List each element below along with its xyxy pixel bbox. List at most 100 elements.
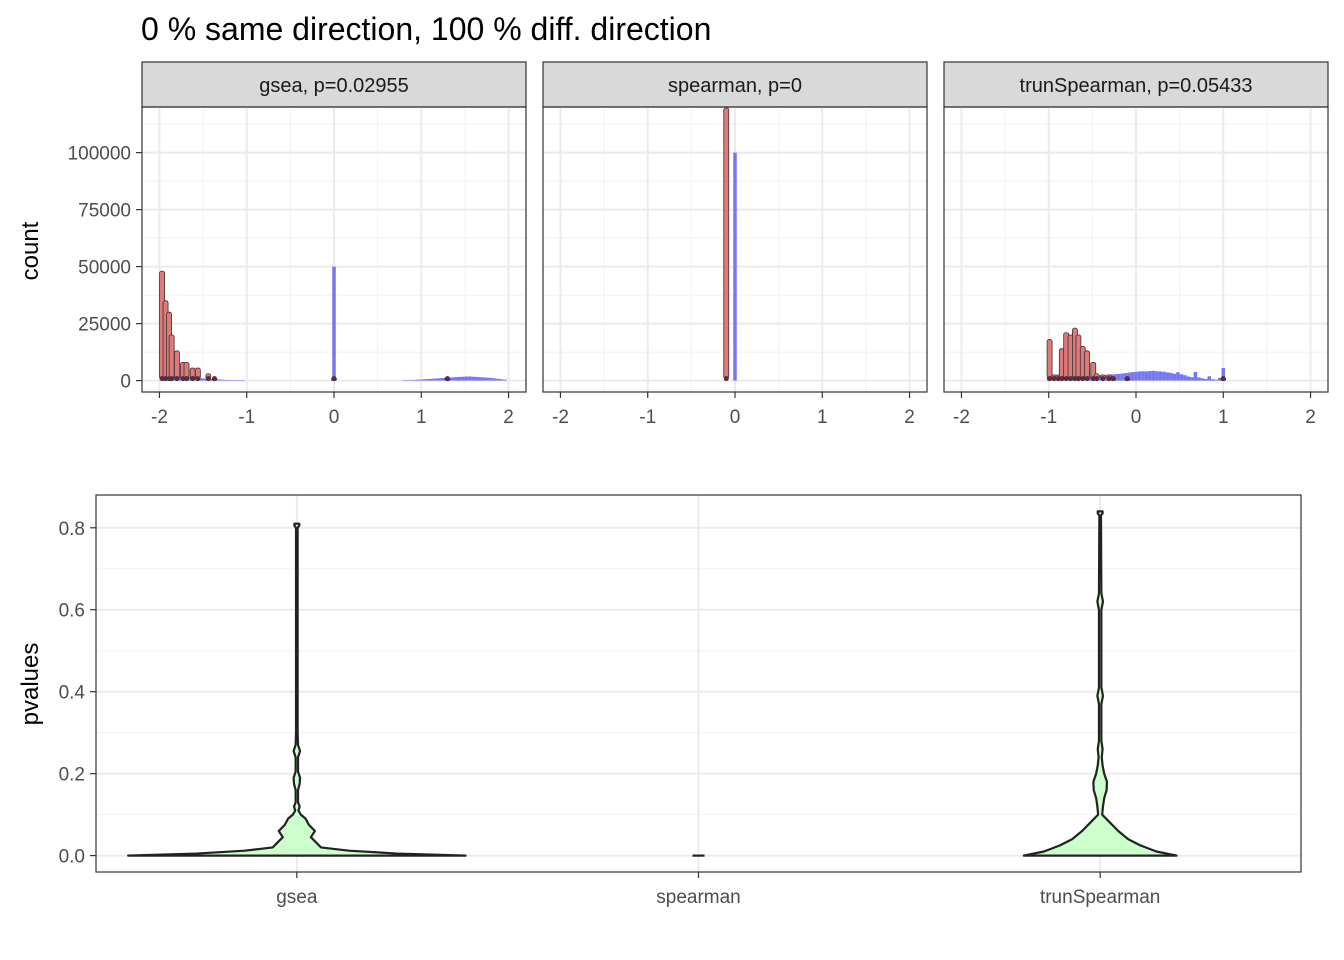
dot-point	[1110, 376, 1116, 382]
y-tick-label: 0.0	[59, 847, 85, 868]
chart-title: 0 % same direction, 100 % diff. directio…	[141, 11, 711, 47]
histogram-bar	[1116, 373, 1121, 381]
histogram-bar	[1172, 373, 1177, 381]
x-tick-label: spearman	[656, 887, 741, 908]
histogram-bar	[1193, 371, 1198, 381]
violin-panel: 0.0 0.2 0.4 0.6 0.8 gsea spearman trunSpearman	[59, 494, 1302, 908]
histogram-bar	[1179, 374, 1184, 381]
histogram-bar	[471, 376, 476, 381]
histogram-bar	[496, 378, 500, 381]
histogram-bar	[436, 378, 441, 381]
histogram-bar	[468, 376, 472, 381]
x-tick-label: 2	[1305, 407, 1316, 428]
histogram-bar	[454, 377, 458, 381]
histogram-bar	[412, 379, 417, 381]
facet-strip	[542, 61, 928, 108]
histogram-bar	[1158, 371, 1163, 381]
histogram-bar	[1186, 376, 1191, 381]
y-tick-label: 0.2	[59, 765, 85, 786]
facet-panel: gsea, p=0.02955 -2 -1 0 1 2 0 25000 50000 75000 10…	[68, 61, 527, 428]
histogram-bar	[485, 377, 490, 381]
x-tick-label: -1	[639, 407, 656, 428]
histogram-bar	[238, 380, 242, 381]
x-tick-label: 1	[416, 407, 427, 428]
histogram-bar	[430, 378, 434, 381]
histogram-bar	[217, 379, 221, 381]
dot-point	[444, 376, 450, 382]
histogram-bar	[1137, 371, 1142, 381]
histogram-bar	[1211, 379, 1215, 381]
histogram-bar	[1120, 373, 1124, 381]
x-tick-label: -2	[953, 407, 970, 428]
histogram-bar	[203, 378, 207, 381]
histogram-bar	[423, 379, 427, 381]
x-tick-label: -1	[1040, 407, 1057, 428]
histogram-bar	[1204, 379, 1208, 381]
histogram-bar	[1218, 377, 1222, 381]
histogram-bar	[1214, 379, 1219, 381]
x-tick-label: -2	[552, 407, 569, 428]
dot-point	[723, 376, 729, 382]
histogram-bar	[1221, 368, 1226, 381]
x-tick-label: -2	[151, 407, 168, 428]
dot-column	[723, 107, 730, 380]
histogram-bar	[405, 380, 410, 381]
histogram-bar	[1141, 371, 1145, 381]
histogram-bar	[1162, 371, 1166, 381]
y-tick-label: 0.4	[59, 683, 86, 704]
histogram-bar	[489, 377, 493, 381]
dot-column	[1084, 350, 1091, 379]
x-tick-label: 1	[1218, 407, 1229, 428]
facet-strip	[141, 61, 527, 108]
histogram-bar	[231, 380, 235, 381]
x-tick-label: trunSpearman	[1040, 887, 1160, 908]
histogram-bar	[1197, 377, 1201, 381]
histogram-bar	[1148, 371, 1152, 381]
dot-point	[190, 376, 196, 382]
histogram-bar	[1151, 370, 1156, 381]
histogram-bar	[332, 266, 336, 381]
histogram-bar	[457, 376, 462, 381]
dot-point	[211, 376, 217, 382]
facet-label: trunSpearman, p=0.05433	[1020, 75, 1253, 97]
y-tick-label: 0.6	[59, 601, 85, 622]
histogram-facets: gsea, p=0.02955-2 -1 0 1 2025000500007500010…	[68, 61, 1329, 428]
x-tick-label: 1	[817, 407, 828, 428]
x-tick-label: 0	[1131, 407, 1142, 428]
histogram-bar	[440, 378, 444, 381]
x-tick-label: gsea	[276, 887, 318, 908]
histogram-bar	[227, 380, 232, 381]
histogram-bar	[1165, 372, 1170, 381]
histogram-bar	[482, 377, 486, 381]
histogram-bar	[402, 380, 406, 381]
histogram-bar	[450, 377, 455, 381]
dot-point	[1084, 376, 1090, 382]
dot-point	[1220, 376, 1226, 382]
facet-label: spearman, p=0	[668, 75, 802, 97]
histogram-bar	[1127, 372, 1131, 381]
x-tick-label: -1	[238, 407, 255, 428]
histogram-bar	[1130, 372, 1135, 381]
histogram-bar	[464, 376, 469, 381]
violin-gsea	[127, 522, 467, 857]
histogram-bar	[224, 379, 228, 381]
histogram-bar	[178, 375, 183, 381]
dot-point	[331, 376, 337, 382]
dot-point	[1124, 376, 1130, 382]
histogram-bar	[416, 379, 420, 381]
facet-panel: spearman, p=0 -2 -1 0 1 2	[542, 61, 928, 428]
dot-point	[184, 376, 190, 382]
histogram-bar	[503, 379, 507, 381]
facet-panel: trunSpearman, p=0.05433 -2 -1 0 1 2	[943, 61, 1329, 428]
x-tick-label: 0	[730, 407, 741, 428]
dot-point	[169, 376, 175, 382]
histogram-bar	[461, 376, 465, 381]
histogram-bar	[1207, 376, 1212, 381]
histogram-bar	[1088, 375, 1093, 381]
histogram-bar	[220, 379, 225, 381]
histogram-bar	[234, 380, 238, 381]
histogram-bar	[478, 377, 483, 381]
dot-point	[205, 376, 211, 382]
dot-point	[195, 376, 201, 382]
y-tick-label: 100000	[68, 144, 131, 165]
